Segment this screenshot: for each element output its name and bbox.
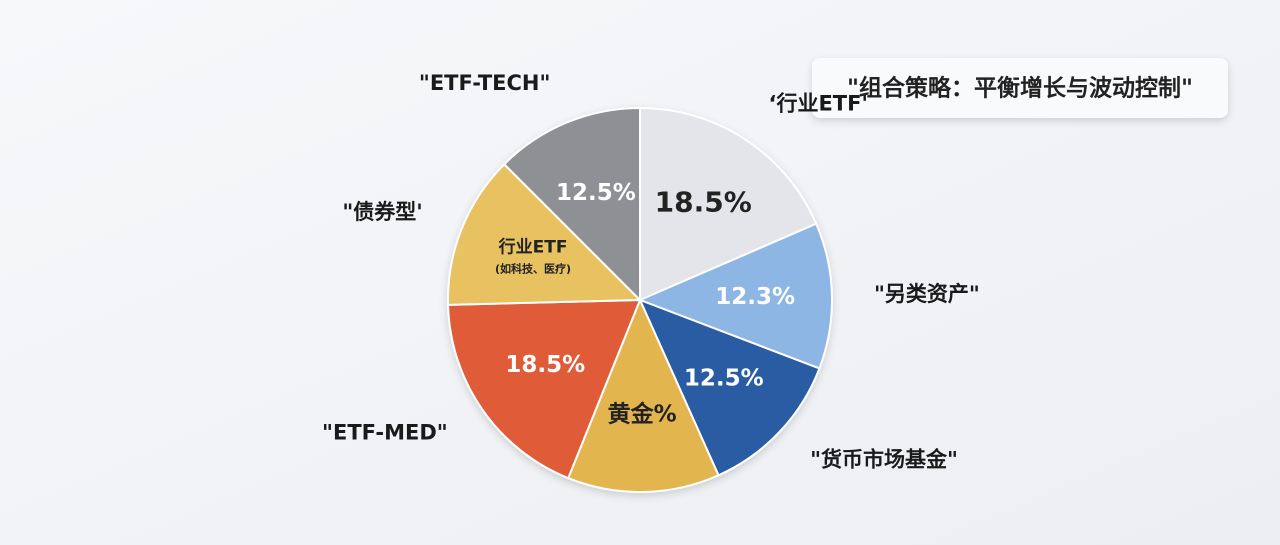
pie-slice bbox=[637, 222, 833, 370]
pie-slice bbox=[566, 297, 720, 493]
pie-slice bbox=[502, 106, 641, 303]
slice-category-label: "ETF-MED" bbox=[322, 420, 448, 444]
slice-inner-label: 黄金% bbox=[608, 401, 677, 428]
slice-value-label: 12.5% bbox=[556, 180, 636, 206]
slice-category-label: "债券型' bbox=[342, 200, 422, 224]
pie-slice bbox=[447, 162, 643, 306]
pie-slice bbox=[639, 106, 818, 302]
slice-value-label: 12.3% bbox=[715, 284, 795, 310]
slice-inner-sublabel: (如科技、医疗) bbox=[495, 261, 571, 275]
slice-category-label: ‘行业ETF' bbox=[768, 91, 867, 115]
slice-inner-label: 行业ETF bbox=[498, 236, 568, 257]
slice-value-label: 18.5% bbox=[655, 186, 752, 219]
slice-value-label: 12.5% bbox=[684, 366, 764, 392]
pie-slice bbox=[447, 298, 642, 480]
title-box bbox=[812, 58, 1228, 118]
pie-slice bbox=[638, 298, 821, 477]
pie bbox=[447, 106, 833, 493]
slice-value-label: 18.5% bbox=[505, 352, 585, 378]
chart-title: "组合策略：平衡增长与波动控制" bbox=[847, 75, 1193, 102]
slice-category-label: "货币市场基金" bbox=[810, 448, 958, 472]
slice-category-label: "ETF-TECH" bbox=[419, 71, 551, 95]
slice-category-label: "另类资产" bbox=[874, 282, 980, 306]
